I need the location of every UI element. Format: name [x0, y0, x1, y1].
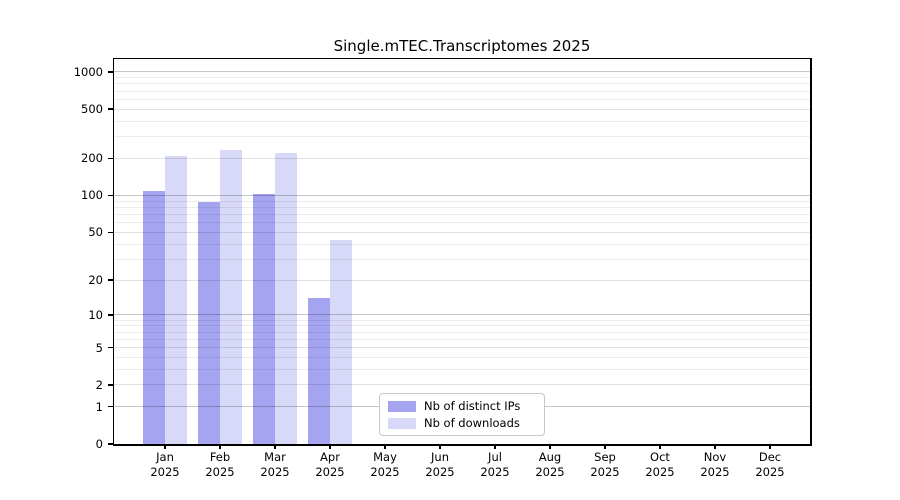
x-tick-label: Jun 2025 [425, 450, 455, 479]
y-tick-mark [108, 157, 114, 160]
x-tick-mark [549, 444, 551, 449]
x-tick-label: Jan 2025 [150, 450, 180, 479]
chart-title: Single.mTEC.Transcriptomes 2025 [333, 37, 591, 55]
gridline [114, 200, 810, 202]
bar-downloads [220, 149, 242, 444]
x-tick-mark [604, 444, 606, 449]
gridline [114, 98, 810, 100]
gridline [114, 120, 810, 122]
y-tick-mark [108, 108, 114, 110]
x-tick-label: Jul 2025 [480, 450, 510, 479]
x-tick-label: Mar 2025 [260, 450, 290, 479]
gridline [114, 77, 810, 79]
gridline [114, 258, 810, 260]
x-tick-label: Feb 2025 [205, 450, 235, 479]
gridline [114, 314, 810, 316]
gridline [114, 213, 810, 215]
bar-downloads [275, 153, 297, 444]
x-tick-mark [329, 444, 331, 449]
y-tick-label: 5 [95, 340, 103, 355]
x-tick-mark [494, 444, 496, 449]
x-tick-label: Aug 2025 [535, 450, 565, 479]
y-tick-mark [108, 279, 114, 281]
axis-spine-bottom [113, 444, 811, 446]
axis-spine-left [112, 57, 114, 446]
y-tick-label: 500 [81, 102, 103, 117]
x-tick-mark [219, 444, 221, 449]
legend-swatch-distinct-ips [388, 400, 416, 412]
gridline [114, 222, 810, 224]
y-tick-label: 200 [81, 151, 103, 166]
y-tick-label: 2 [95, 377, 103, 392]
plot-area: Nb of distinct IPs Nb of downloads 0 1 2 5 1… [74, 57, 812, 479]
y-tick-mark [108, 443, 114, 445]
axis-spine-top [113, 57, 811, 59]
y-tick-mark [108, 314, 114, 316]
gridline [114, 206, 810, 208]
y-tick-mark [108, 194, 114, 197]
y-tick-mark [108, 231, 114, 233]
bar-downloads [330, 240, 352, 444]
bar-downloads [165, 155, 187, 444]
gridline [114, 279, 810, 281]
gridline [114, 319, 810, 321]
gridline [114, 194, 810, 196]
axis-spine-right [810, 57, 812, 446]
x-tick-label: May 2025 [370, 450, 400, 479]
bar-distinct-ips [308, 298, 330, 444]
x-tick-mark [274, 444, 276, 449]
chart-legend: Nb of distinct IPs Nb of downloads [379, 393, 545, 436]
gridline [114, 331, 810, 333]
gridline [114, 384, 810, 386]
gridline [114, 231, 810, 233]
bar-distinct-ips [253, 194, 275, 444]
x-tick-mark [769, 444, 771, 449]
x-tick-label: Oct 2025 [645, 450, 675, 479]
gridline [114, 90, 810, 92]
gridline [114, 136, 810, 138]
y-tick-label: 100 [81, 188, 103, 203]
x-tick-mark [439, 444, 441, 449]
x-tick-mark [164, 444, 166, 449]
y-tick-mark [108, 346, 114, 349]
y-tick-label: 10 [88, 307, 103, 322]
gridline [114, 368, 810, 370]
bar-distinct-ips [198, 201, 220, 444]
gridline [114, 157, 810, 159]
gridline [114, 243, 810, 245]
bar-distinct-ips [143, 191, 165, 444]
gridline [114, 325, 810, 327]
x-tick-mark [384, 444, 386, 449]
y-tick-mark [108, 405, 114, 408]
legend-item-downloads: Nb of downloads [388, 416, 536, 430]
x-tick-label: Nov 2025 [700, 450, 730, 479]
y-tick-label: 50 [88, 225, 103, 240]
legend-label-downloads: Nb of downloads [424, 416, 520, 430]
y-tick-mark [108, 71, 114, 73]
x-tick-mark [659, 444, 661, 449]
legend-item-distinct-ips: Nb of distinct IPs [388, 399, 536, 413]
legend-swatch-downloads [388, 417, 416, 429]
gridline [114, 108, 810, 110]
gridline [114, 338, 810, 340]
y-tick-label: 20 [88, 273, 103, 288]
y-tick-label: 1 [95, 399, 103, 414]
gridline [114, 83, 810, 85]
y-tick-label: 0 [95, 437, 103, 451]
x-tick-label: Dec 2025 [755, 450, 785, 479]
gridline [114, 347, 810, 348]
x-tick-label: Sep 2025 [590, 450, 620, 479]
y-tick-mark [108, 384, 114, 386]
gridline [114, 71, 810, 73]
x-tick-mark [714, 444, 716, 449]
x-tick-label: Apr 2025 [315, 450, 345, 479]
y-tick-label: 1000 [73, 64, 103, 79]
legend-label-distinct-ips: Nb of distinct IPs [424, 399, 521, 413]
gridline [114, 356, 810, 358]
